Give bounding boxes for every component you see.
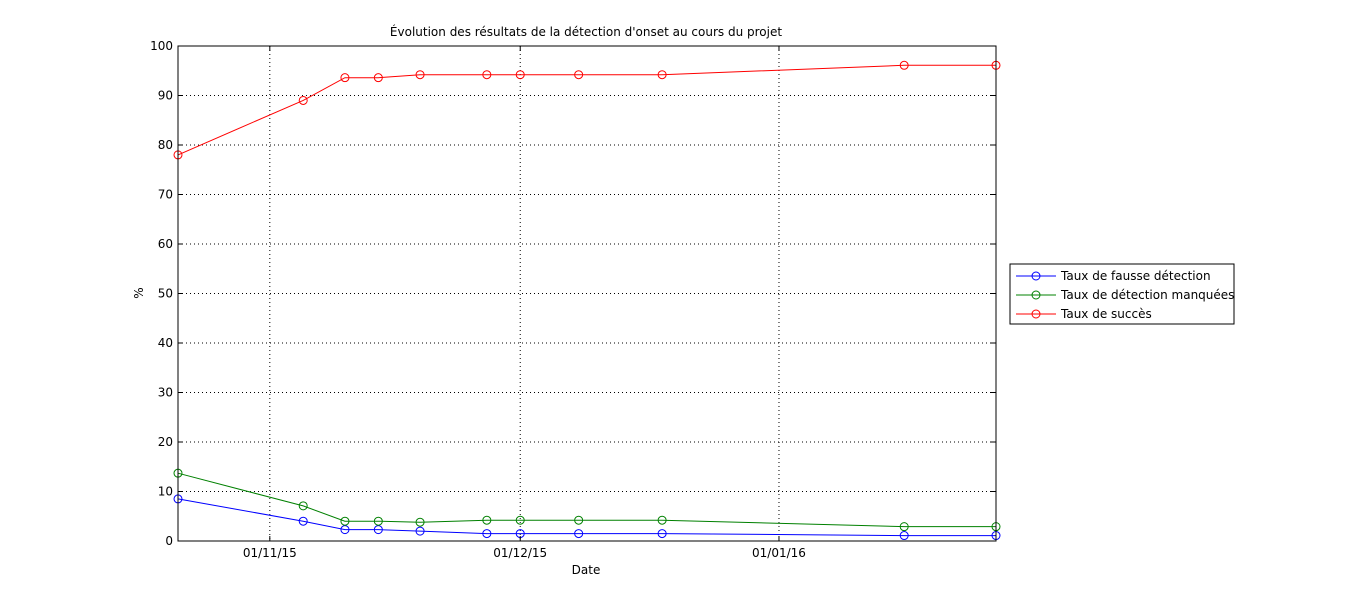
data-point bbox=[340, 73, 350, 83]
data-point bbox=[657, 70, 667, 80]
series-layer bbox=[173, 60, 1001, 541]
x-axis-label: Date bbox=[572, 563, 601, 577]
legend-label-3: Taux de succès bbox=[1060, 307, 1152, 321]
x-tick-label: 01/12/15 bbox=[493, 546, 547, 560]
data-point bbox=[657, 515, 667, 525]
axis-ticks: 0 10 20 30 40 50 60 70 80 90 100 01/11/15 01/12/15 01… bbox=[150, 39, 996, 560]
data-point bbox=[298, 501, 308, 511]
data-point bbox=[574, 70, 584, 80]
data-point bbox=[298, 516, 308, 526]
data-point bbox=[899, 522, 909, 532]
legend: Taux de fausse détection Taux de détectio… bbox=[1009, 263, 1235, 325]
data-point bbox=[298, 95, 308, 105]
y-tick-label: 70 bbox=[158, 188, 173, 202]
grid-lines bbox=[178, 46, 996, 541]
x-tick-label: 01/01/16 bbox=[752, 546, 806, 560]
series-line-1 bbox=[177, 498, 996, 537]
data-point bbox=[574, 515, 584, 525]
data-point bbox=[373, 516, 383, 526]
data-point bbox=[899, 531, 909, 541]
y-axis-label: % bbox=[132, 287, 146, 298]
data-point bbox=[415, 70, 425, 80]
legend-label-2: Taux de détection manquées bbox=[1060, 288, 1234, 302]
legend-marker-3 bbox=[1031, 309, 1041, 319]
y-tick-label: 100 bbox=[150, 39, 173, 53]
y-tick-label: 50 bbox=[158, 287, 173, 301]
y-tick-label: 80 bbox=[158, 138, 173, 152]
y-tick-label: 60 bbox=[158, 237, 173, 251]
data-point bbox=[415, 517, 425, 527]
data-point bbox=[415, 526, 425, 536]
data-point bbox=[899, 60, 909, 70]
data-point bbox=[515, 515, 525, 525]
y-tick-label: 20 bbox=[158, 435, 173, 449]
series-line-3 bbox=[177, 64, 996, 156]
data-point bbox=[657, 529, 667, 539]
data-point bbox=[574, 529, 584, 539]
data-point bbox=[515, 70, 525, 80]
legend-label-1: Taux de fausse détection bbox=[1060, 269, 1211, 283]
data-point bbox=[482, 70, 492, 80]
data-point bbox=[482, 529, 492, 539]
x-tick-label: 01/11/15 bbox=[243, 546, 297, 560]
legend-marker-1 bbox=[1031, 271, 1041, 281]
data-point bbox=[482, 515, 492, 525]
y-tick-label: 40 bbox=[158, 336, 173, 350]
y-tick-label: 0 bbox=[165, 534, 173, 548]
series-line-2 bbox=[177, 472, 996, 528]
chart-title: Évolution des résultats de la détection … bbox=[390, 24, 782, 39]
y-tick-label: 10 bbox=[158, 485, 173, 499]
data-point bbox=[340, 516, 350, 526]
y-tick-label: 90 bbox=[158, 89, 173, 103]
legend-marker-2 bbox=[1031, 290, 1041, 300]
data-point bbox=[373, 73, 383, 83]
y-tick-label: 30 bbox=[158, 386, 173, 400]
